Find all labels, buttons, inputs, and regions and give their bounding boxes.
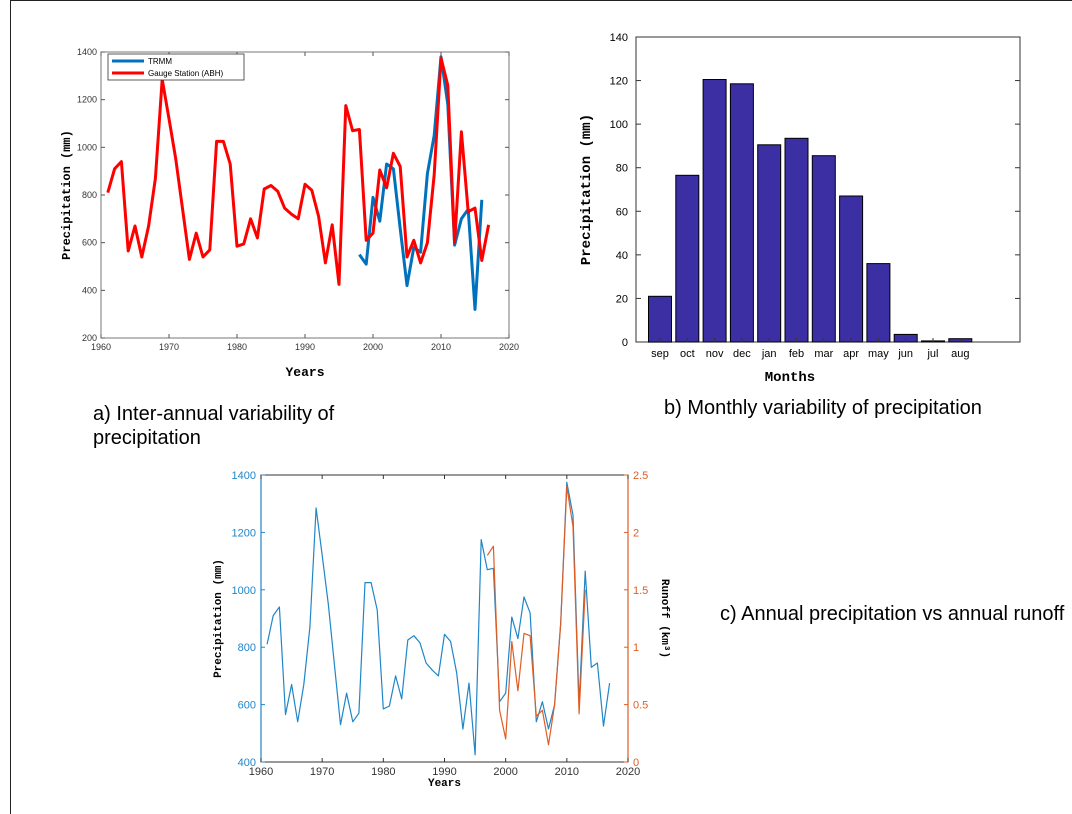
x-tick-label: 2020 (499, 342, 519, 352)
x-tick-label: 2010 (431, 342, 451, 352)
x-tick-label: jan (761, 348, 777, 360)
y-tick-label: 20 (616, 293, 628, 305)
x-tick-label: mar (814, 348, 833, 360)
series-line-gauge-station (106, 56, 491, 286)
legend-label: Gauge Station (ABH) (148, 69, 223, 78)
y-tick-label: 1200 (77, 95, 97, 105)
y-tick-label: 200 (82, 333, 97, 343)
x-tick-label: dec (733, 348, 751, 360)
bar-oct (675, 174, 700, 343)
y-tick-label: 600 (82, 238, 97, 248)
bar-sep (648, 295, 672, 343)
y-tick-label: 1000 (77, 142, 97, 152)
chart-a: 1960 1970 1980 1990 2000 2010 2020 200 400 600 800… (60, 47, 519, 380)
x-tick-label: 2010 (555, 766, 579, 778)
y-left-tick-label: 1200 (232, 527, 256, 539)
x-tick-label: sep (651, 348, 669, 360)
y-tick-label: 60 (616, 206, 628, 218)
y-axis-label: Precipitation (mm) (60, 130, 74, 260)
y-tick-label: 1400 (77, 47, 97, 57)
y-left-tick-label: 400 (238, 757, 256, 769)
caption-c: c) Annual precipitation vs annual runoff (720, 603, 1065, 625)
x-axis-label: Years (428, 778, 461, 790)
x-tick-label: oct (680, 348, 695, 360)
x-tick-label: 2020 (616, 766, 640, 778)
y-right-tick-label: 1 (633, 642, 639, 654)
y-right-tick-label: 2.5 (633, 470, 648, 482)
bar-nov (702, 79, 727, 343)
y-right-axis-label: Runoff (km³) (658, 579, 670, 658)
x-tick-label: 1980 (371, 766, 395, 778)
x-tick-label: 1990 (432, 766, 456, 778)
y-right-tick-label: 0.5 (633, 700, 648, 712)
legend-box (107, 53, 245, 81)
y-tick-label: 100 (610, 119, 628, 131)
caption-a: a) Inter-annual variability of precipita… (93, 403, 335, 449)
y-left-tick-label: 1400 (232, 470, 256, 482)
y-left-tick-label: 600 (238, 700, 256, 712)
bar-dec (729, 83, 754, 343)
y-right-tick-label: 1.5 (633, 585, 648, 597)
x-tick-label: 2000 (493, 766, 517, 778)
series-line-trmm (358, 55, 484, 311)
bar-mar (811, 155, 836, 343)
y-right-tick-label: 0 (633, 757, 639, 769)
x-tick-label: 1990 (295, 342, 315, 352)
x-tick-label: 1970 (310, 766, 334, 778)
y-tick-label: 120 (610, 76, 628, 88)
x-tick-label: jun (897, 348, 913, 360)
y-left-tick-label: 1000 (232, 585, 256, 597)
x-tick-label: nov (706, 348, 724, 360)
plot-area-c (260, 474, 629, 763)
series-line-precipitation (266, 481, 611, 756)
x-axis-label: Years (285, 365, 324, 380)
bar-may (866, 263, 891, 343)
x-tick-label: may (868, 348, 889, 360)
y-tick-label: 800 (82, 190, 97, 200)
caption-b: b) Monthly variability of precipitation (664, 397, 982, 419)
x-tick-label: jul (926, 348, 938, 360)
x-tick-label: 1970 (159, 342, 179, 352)
bar-feb (784, 137, 809, 343)
x-tick-label: 2000 (363, 342, 383, 352)
x-axis-label: Months (765, 370, 815, 386)
series-line-runoff (486, 485, 586, 746)
y-tick-label: 80 (616, 163, 628, 175)
legend-label: TRMM (148, 57, 172, 66)
plot-area-a (100, 51, 510, 339)
x-tick-label: 1980 (227, 342, 247, 352)
bar-apr (839, 195, 864, 343)
bar-jan (757, 144, 782, 343)
y-right-tick-label: 2 (633, 527, 639, 539)
y-axis-label: Precipitation (mm) (579, 114, 595, 265)
figure-frame (10, 0, 1072, 814)
x-tick-label: feb (789, 348, 804, 360)
x-tick-label: 1960 (91, 342, 111, 352)
y-left-tick-label: 800 (238, 642, 256, 654)
y-tick-label: 40 (616, 250, 628, 262)
y-tick-label: 400 (82, 285, 97, 295)
x-tick-label: 1960 (249, 766, 273, 778)
x-tick-label: apr (843, 348, 859, 360)
x-tick-label: aug (951, 348, 969, 360)
y-tick-label: 140 (610, 32, 628, 44)
y-tick-label: 0 (622, 337, 628, 349)
chart-c: 1960 1970 1980 1990 2000 2010 2020400600800100… (213, 470, 670, 790)
y-left-axis-label: Precipitation (mm) (213, 559, 225, 678)
